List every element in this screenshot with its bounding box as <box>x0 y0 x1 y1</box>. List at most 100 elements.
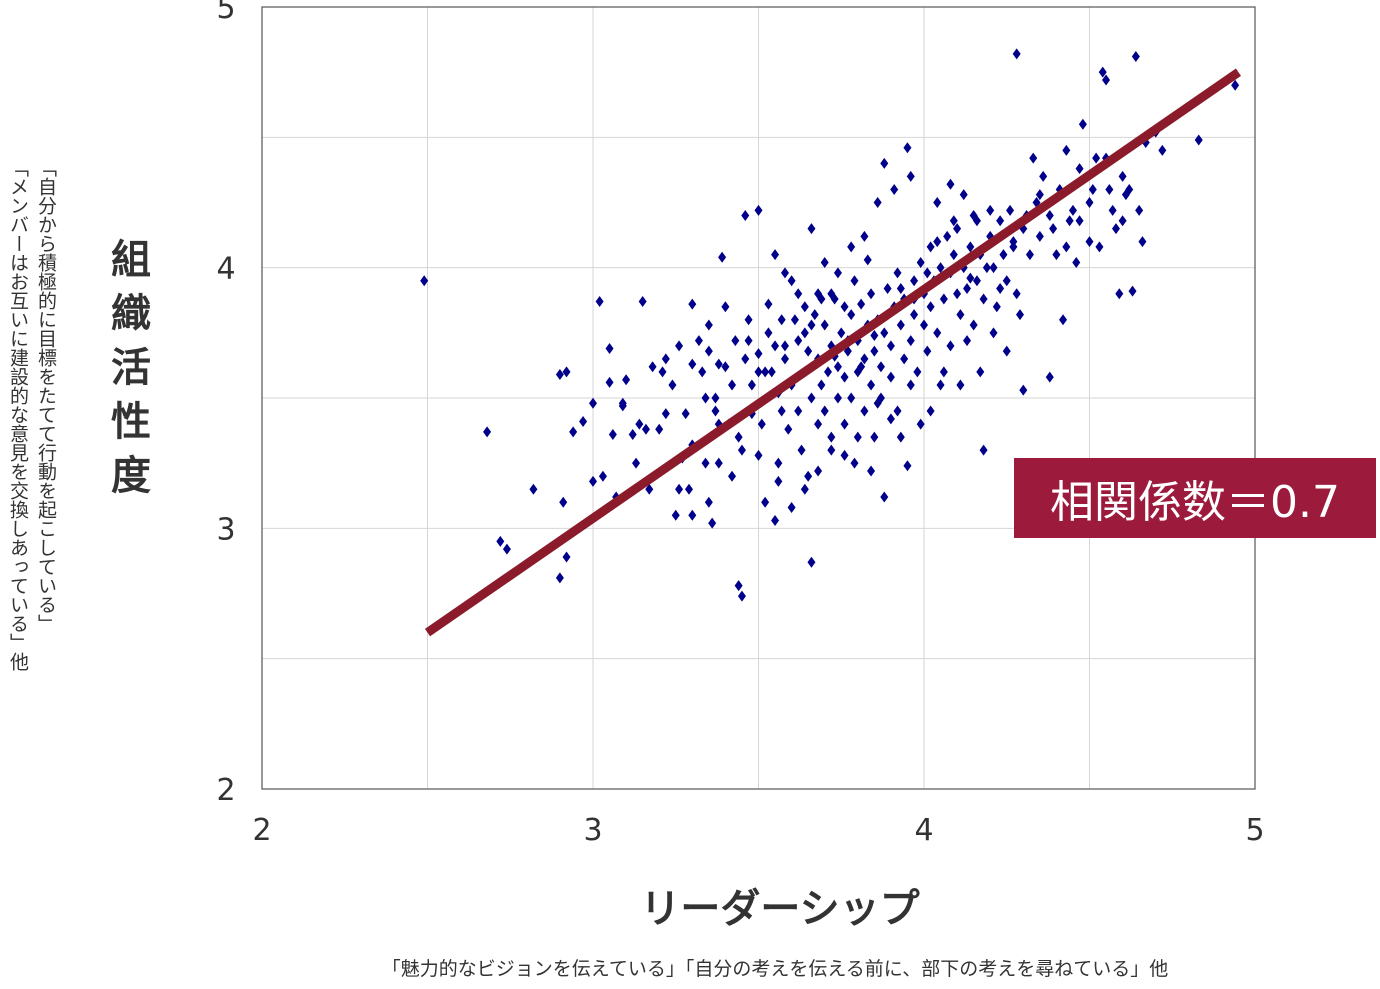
data-point <box>804 470 813 482</box>
data-point <box>1231 79 1240 91</box>
data-point <box>956 379 965 391</box>
data-point <box>800 301 809 313</box>
data-point <box>661 408 670 420</box>
data-point <box>840 301 849 313</box>
data-point <box>972 275 981 287</box>
data-point <box>989 262 998 274</box>
data-point <box>893 405 902 417</box>
data-point <box>963 283 972 295</box>
data-point <box>777 405 786 417</box>
x-tick-label: 2 <box>252 813 271 848</box>
data-point <box>747 379 756 391</box>
data-point <box>671 509 680 521</box>
data-point <box>1012 48 1021 60</box>
data-point <box>857 298 866 310</box>
data-point <box>807 319 816 331</box>
data-point <box>979 444 988 456</box>
data-point <box>562 366 571 378</box>
data-point <box>840 371 849 383</box>
data-point <box>886 371 895 383</box>
data-point <box>483 426 492 438</box>
data-point <box>754 449 763 461</box>
data-point <box>992 301 1001 313</box>
data-point <box>963 335 972 347</box>
data-point <box>1085 197 1094 208</box>
data-point <box>784 423 793 435</box>
data-point <box>1039 170 1048 182</box>
y-axis-title: 組織活性度 <box>104 238 150 508</box>
data-point <box>761 496 770 508</box>
data-point <box>1128 285 1137 297</box>
data-point <box>949 249 958 261</box>
correlation-badge: 相関係数＝0.7 <box>1014 458 1376 538</box>
data-point <box>896 319 905 331</box>
data-point <box>734 431 743 443</box>
data-point <box>502 543 511 555</box>
data-point <box>833 392 842 404</box>
data-point <box>850 275 859 287</box>
data-point <box>913 366 922 378</box>
data-point <box>1105 183 1114 195</box>
data-point <box>972 215 981 227</box>
data-point <box>860 353 869 365</box>
data-point <box>608 428 617 440</box>
data-point <box>800 327 809 339</box>
data-point <box>840 418 849 430</box>
data-point <box>804 345 813 357</box>
data-point <box>754 204 763 216</box>
data-point <box>761 366 770 378</box>
data-point <box>579 415 588 427</box>
data-point <box>721 361 730 373</box>
data-point <box>598 470 607 482</box>
data-point <box>867 379 876 391</box>
data-point <box>1059 314 1068 326</box>
data-point <box>996 283 1005 295</box>
data-point <box>771 340 780 352</box>
data-point <box>989 327 998 339</box>
data-point <box>1095 241 1104 253</box>
data-point <box>1115 288 1124 300</box>
data-point <box>873 197 882 208</box>
data-point <box>896 283 905 295</box>
data-point <box>701 457 710 469</box>
data-point <box>648 361 657 373</box>
data-point <box>810 309 819 321</box>
data-point <box>1012 288 1021 300</box>
data-point <box>860 405 869 417</box>
data-point <box>1049 223 1058 235</box>
data-point <box>880 157 889 169</box>
data-point <box>741 210 750 222</box>
data-point <box>661 353 670 365</box>
data-point <box>807 223 816 235</box>
data-point <box>969 319 978 331</box>
data-point <box>797 444 806 456</box>
data-point <box>890 183 899 195</box>
data-point <box>555 369 564 381</box>
data-point <box>857 361 866 373</box>
data-point <box>966 272 975 284</box>
data-point <box>731 335 740 347</box>
plot-frame <box>261 6 1256 790</box>
data-point <box>863 254 872 266</box>
data-point <box>1002 275 1011 287</box>
data-point <box>1138 236 1147 248</box>
data-point <box>777 314 786 326</box>
data-point <box>906 170 915 182</box>
data-point <box>982 262 991 274</box>
data-point <box>704 496 713 508</box>
data-point <box>767 366 776 378</box>
data-point <box>870 431 879 443</box>
x-tick-label: 3 <box>583 813 602 848</box>
data-point <box>916 256 925 268</box>
data-point <box>794 335 803 347</box>
data-point <box>933 327 942 339</box>
data-point <box>1135 204 1144 216</box>
data-point <box>953 288 962 300</box>
data-point <box>721 301 730 313</box>
data-point <box>939 366 948 378</box>
data-point <box>618 397 627 409</box>
data-point <box>635 418 644 430</box>
data-point <box>923 267 932 279</box>
data-point <box>833 361 842 373</box>
y-tick-label: 5 <box>216 0 235 26</box>
